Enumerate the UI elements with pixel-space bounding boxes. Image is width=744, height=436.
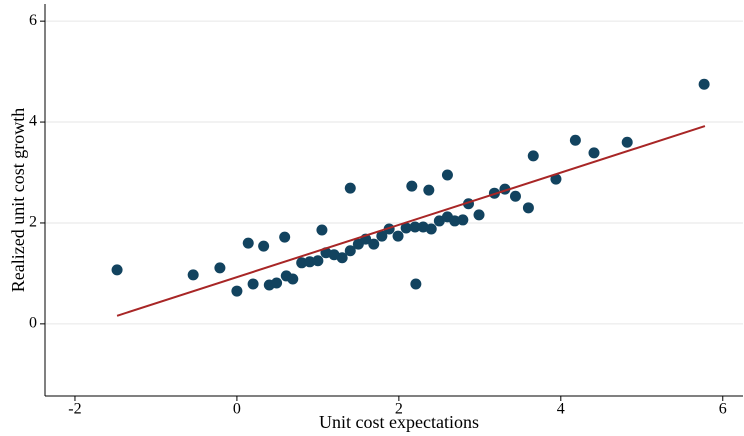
point	[368, 238, 380, 250]
point	[409, 221, 421, 233]
point	[344, 182, 356, 194]
y-tick-label: 0	[29, 315, 37, 332]
y-tick-label: 4	[29, 113, 37, 130]
point	[698, 78, 710, 90]
point	[242, 237, 254, 249]
point	[569, 134, 581, 146]
point	[441, 169, 453, 181]
point	[425, 223, 437, 235]
point	[509, 190, 521, 202]
point	[410, 278, 422, 290]
point	[247, 278, 259, 290]
point	[376, 230, 388, 242]
x-tick-label: 4	[557, 401, 565, 418]
point	[214, 262, 226, 274]
x-tick-label: 6	[719, 401, 727, 418]
point	[406, 180, 418, 192]
point	[527, 150, 539, 162]
point	[111, 264, 123, 276]
x-tick-label: -2	[68, 401, 81, 418]
point	[312, 255, 324, 267]
point	[473, 209, 485, 221]
point	[621, 136, 633, 148]
point	[279, 231, 291, 243]
point	[187, 269, 199, 281]
point	[296, 257, 308, 269]
point	[400, 222, 412, 234]
point	[457, 214, 469, 226]
x-tick-label: 0	[233, 401, 241, 418]
x-tick-label: 2	[395, 401, 403, 418]
point	[522, 202, 534, 214]
point	[344, 245, 356, 257]
point	[271, 277, 283, 289]
point	[287, 273, 299, 285]
point	[588, 147, 600, 159]
point	[316, 224, 328, 236]
point	[423, 184, 435, 196]
point	[336, 252, 348, 264]
x-axis-title: Unit cost expectations	[319, 412, 479, 432]
point	[449, 215, 461, 227]
y-axis-title: Realized unit cost growth	[8, 108, 28, 292]
point	[231, 285, 243, 297]
point	[258, 240, 270, 252]
y-tick-label: 2	[29, 214, 37, 231]
y-tick-label: 6	[29, 12, 37, 29]
fit-line	[116, 125, 706, 317]
point	[304, 256, 316, 268]
point	[392, 230, 404, 242]
point	[550, 173, 562, 185]
